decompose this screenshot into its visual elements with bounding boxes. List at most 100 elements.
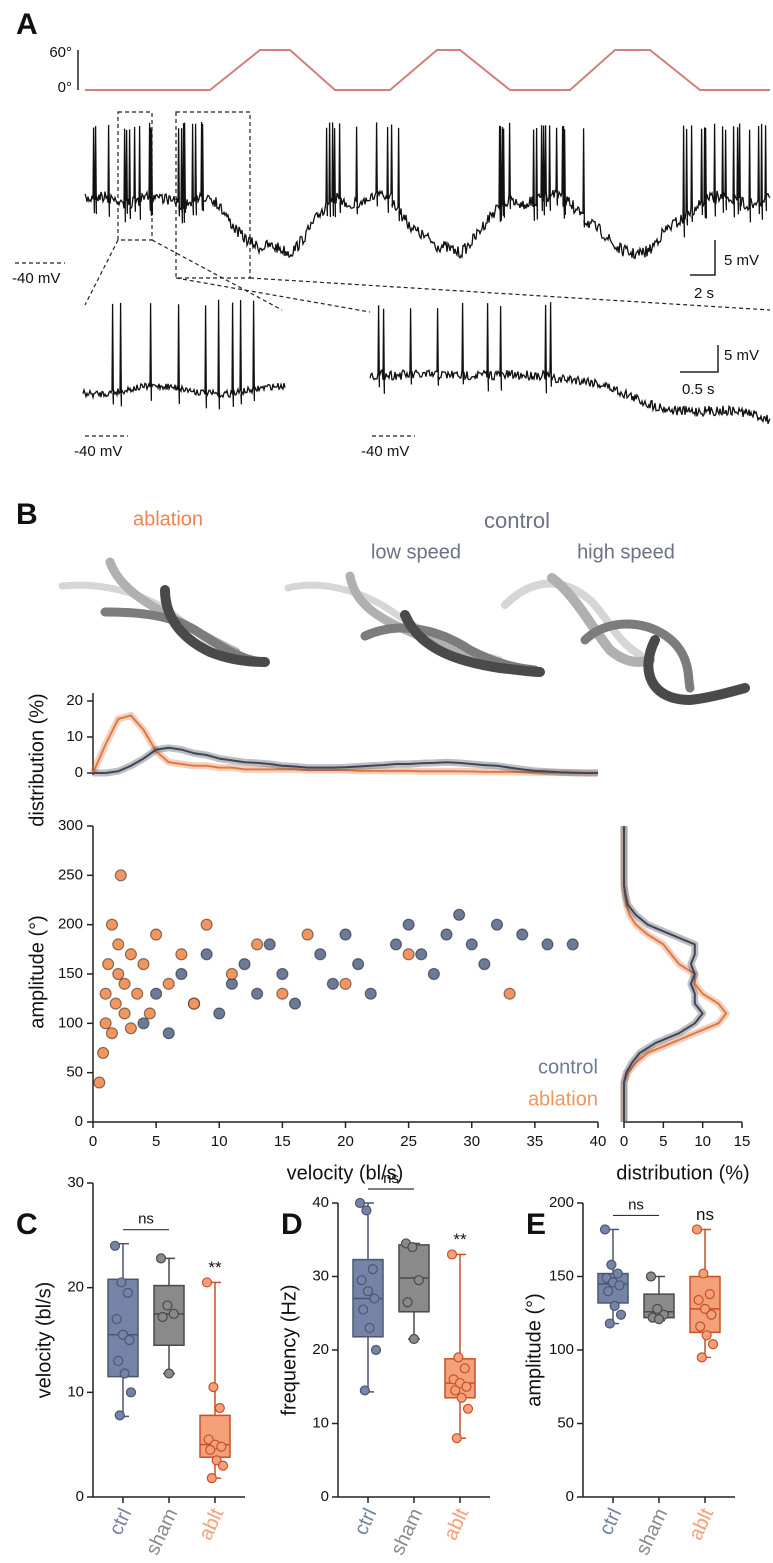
x-tick-label: 20 — [337, 1133, 354, 1150]
scale-bar — [690, 240, 716, 276]
point — [706, 1309, 717, 1320]
point — [402, 918, 415, 931]
point — [427, 967, 440, 981]
point — [699, 1303, 711, 1314]
point — [369, 1293, 380, 1304]
point — [124, 1334, 135, 1346]
y-axis-label: amplitude (°) — [523, 1293, 545, 1407]
point — [402, 948, 415, 961]
point — [217, 1460, 229, 1471]
y-tick-label: 10 — [312, 1414, 329, 1431]
x-tick-label: sham — [632, 1505, 673, 1558]
point — [599, 1224, 611, 1235]
y-tick-label: 100 — [58, 1014, 83, 1031]
y-axis-label: velocity (bl/s) — [33, 1282, 55, 1399]
x-tick-label: 25 — [400, 1133, 417, 1150]
significance-label: ns — [628, 1196, 644, 1213]
y-tick-label: 50 — [66, 1064, 83, 1081]
point — [462, 1403, 474, 1414]
voltage-trace — [82, 299, 286, 410]
panel-label: C — [16, 1208, 38, 1241]
legend-label: control — [538, 1056, 598, 1078]
panel-label: B — [16, 498, 38, 531]
point — [124, 948, 137, 961]
scale-label: 0.5 s — [682, 381, 715, 398]
point — [143, 1007, 156, 1020]
x-tick-label: 5 — [152, 1133, 160, 1150]
point — [450, 1385, 461, 1396]
point — [356, 1275, 367, 1286]
point — [490, 918, 504, 931]
point — [150, 928, 163, 941]
y-tick-label: 20 — [312, 1341, 329, 1358]
point — [352, 958, 365, 971]
x-tick-label: 0 — [620, 1133, 628, 1150]
x-axis-label: velocity (bl/s) — [287, 1162, 404, 1184]
line — [92, 714, 598, 774]
point — [339, 977, 352, 990]
y-axis-label: amplitude (°) — [26, 915, 48, 1029]
baseline-label: -40 mV — [74, 443, 122, 460]
point — [704, 1289, 715, 1300]
y-tick-label: 10 — [67, 1383, 84, 1400]
point — [612, 1268, 623, 1279]
point — [225, 967, 238, 981]
point — [205, 1444, 216, 1456]
point — [102, 958, 115, 971]
point — [137, 1017, 150, 1030]
y-tick-label: 200 — [58, 916, 83, 933]
point — [354, 1197, 366, 1209]
panel-label: A — [16, 8, 38, 41]
point — [288, 997, 302, 1010]
point — [131, 987, 144, 1000]
x-tick-label: ablt — [440, 1505, 474, 1544]
point — [604, 1318, 615, 1329]
x-tick-label: 0 — [89, 1133, 97, 1150]
line-band — [620, 826, 730, 1122]
group-label: high speed — [577, 541, 675, 563]
point — [96, 1046, 110, 1060]
point — [653, 1314, 665, 1325]
point — [117, 1329, 129, 1340]
voltage-traces — [82, 121, 771, 425]
point — [339, 928, 352, 941]
point — [364, 1322, 375, 1334]
x-tick-label: ctrl — [595, 1505, 626, 1538]
x-tick-label: 15 — [274, 1133, 291, 1150]
x-tick-label: ablt — [195, 1505, 229, 1544]
point — [459, 1363, 470, 1374]
point — [201, 1277, 213, 1288]
point — [516, 928, 529, 941]
y-tick-label: 0 — [75, 1113, 83, 1130]
line — [623, 826, 704, 1122]
scale-label: 5 mV — [724, 347, 759, 364]
point — [603, 1286, 614, 1297]
point — [361, 1205, 372, 1216]
point — [155, 1253, 167, 1264]
point — [314, 948, 327, 961]
point — [696, 1352, 707, 1363]
y-axis-label: frequency (Hz) — [278, 1284, 300, 1415]
y-tick-label: 0 — [566, 1488, 574, 1505]
significance-label: ns — [138, 1211, 154, 1228]
point — [200, 918, 213, 931]
point — [453, 1352, 464, 1363]
point — [162, 1300, 173, 1311]
x-tick-label: ctrl — [105, 1505, 136, 1538]
point — [150, 987, 163, 1000]
point — [105, 1027, 119, 1040]
point — [122, 1287, 133, 1299]
point — [200, 948, 213, 961]
x-tick-label: ctrl — [350, 1505, 381, 1538]
y-tick-label: 250 — [58, 866, 83, 883]
point — [276, 987, 289, 1000]
point — [114, 1410, 125, 1421]
point — [208, 1381, 219, 1393]
group-label: control — [484, 508, 550, 533]
point — [93, 1076, 106, 1089]
y-tick-label: 50 — [557, 1414, 574, 1431]
y-tick-label: 30 — [312, 1267, 329, 1284]
x-tick-label: 5 — [659, 1133, 667, 1150]
point — [465, 938, 478, 951]
point — [116, 1277, 127, 1288]
